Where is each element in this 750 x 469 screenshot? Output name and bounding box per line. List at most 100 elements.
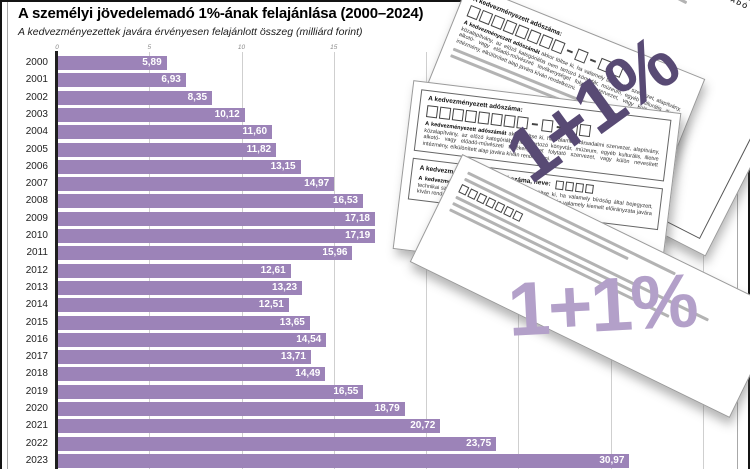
year-label: 2004 bbox=[25, 126, 48, 138]
digit-box bbox=[574, 182, 584, 193]
frame-border-top bbox=[0, 0, 750, 2]
chart-title: A személyi jövedelemadó 1%-ának felajánl… bbox=[18, 5, 424, 22]
x-axis-tick-label: 10 bbox=[237, 44, 246, 51]
bar-value-label: 17,19 bbox=[345, 230, 371, 241]
gridline bbox=[241, 52, 243, 469]
bar-value-label: 12,61 bbox=[260, 264, 286, 276]
bar: 10,12 bbox=[58, 107, 245, 122]
bar: 13,71 bbox=[58, 350, 311, 365]
gridline bbox=[333, 52, 335, 469]
bar: 20,72 bbox=[58, 419, 441, 434]
bar: 12,51 bbox=[58, 298, 289, 313]
bar-value-label: 5,89 bbox=[142, 57, 162, 68]
bar: 6,93 bbox=[58, 73, 186, 88]
bar-value-label: 13,15 bbox=[270, 160, 296, 172]
bar-value-label: 30,97 bbox=[599, 454, 625, 466]
bar-value-label: 14,49 bbox=[295, 368, 321, 380]
bar: 15,96 bbox=[58, 246, 353, 261]
bar: 14,97 bbox=[58, 177, 335, 192]
bar-value-label: 20,72 bbox=[410, 420, 436, 432]
year-label: 2002 bbox=[25, 91, 48, 103]
bar: 17,18 bbox=[58, 211, 375, 226]
gridline bbox=[702, 52, 704, 469]
bar: 11,82 bbox=[58, 142, 277, 157]
year-label: 2010 bbox=[25, 230, 48, 241]
digit-box bbox=[550, 39, 566, 55]
year-label: 2008 bbox=[25, 195, 48, 207]
year-label: 2011 bbox=[26, 247, 48, 259]
bar: 30,97 bbox=[58, 453, 630, 468]
bar: 14,49 bbox=[58, 367, 326, 382]
frame-border-right bbox=[748, 0, 750, 469]
x-axis-tick-label: 5 bbox=[147, 44, 152, 51]
year-label: 2000 bbox=[25, 57, 48, 68]
bar: 12,61 bbox=[58, 263, 291, 278]
digit-box bbox=[565, 181, 575, 192]
bar-value-label: 14,54 bbox=[296, 333, 322, 345]
bar-value-label: 10,12 bbox=[214, 108, 240, 120]
bar: 11,60 bbox=[58, 125, 273, 140]
year-label: 2017 bbox=[25, 351, 48, 363]
bar-value-label: 12,51 bbox=[258, 299, 284, 311]
bar-value-label: 13,23 bbox=[272, 281, 298, 293]
bar: 8,35 bbox=[58, 90, 213, 105]
year-label: 2016 bbox=[25, 333, 48, 345]
chart-subtitle: A kedvezményezettek javára érvényesen fe… bbox=[18, 26, 363, 38]
year-label: 2003 bbox=[25, 108, 48, 120]
bar: 18,79 bbox=[58, 402, 405, 416]
bar: 13,23 bbox=[58, 280, 303, 295]
digit-box bbox=[584, 183, 594, 194]
bar: 16,55 bbox=[58, 384, 364, 399]
digit-box bbox=[477, 111, 490, 125]
year-label: 2018 bbox=[25, 368, 48, 380]
bar-value-label: 14,97 bbox=[304, 178, 330, 190]
bar: 23,75 bbox=[58, 436, 497, 451]
year-label: 2013 bbox=[25, 281, 48, 293]
y-axis-line bbox=[55, 51, 58, 469]
bar-value-label: 6,93 bbox=[161, 74, 181, 86]
bar-value-label: 11,60 bbox=[242, 126, 268, 138]
bar: 13,15 bbox=[58, 159, 301, 174]
frame-border-left bbox=[0, 0, 2, 469]
bar-value-label: 18,79 bbox=[374, 403, 400, 414]
bar: 17,19 bbox=[58, 229, 376, 243]
bar-value-label: 17,18 bbox=[344, 212, 370, 224]
year-label: 2015 bbox=[25, 316, 48, 328]
year-label: 2019 bbox=[25, 385, 48, 397]
bar: 5,89 bbox=[58, 56, 167, 70]
digit-box bbox=[425, 105, 439, 119]
bar-value-label: 23,75 bbox=[466, 437, 492, 449]
bar-value-label: 16,55 bbox=[333, 385, 359, 397]
x-axis-tick-label: 0 bbox=[55, 44, 59, 51]
gridline bbox=[149, 52, 151, 469]
year-label: 2020 bbox=[25, 403, 48, 414]
inner-border-right bbox=[737, 0, 738, 469]
year-label: 2005 bbox=[25, 143, 48, 155]
digit-box bbox=[464, 109, 478, 124]
year-label: 2012 bbox=[25, 264, 48, 276]
year-label: 2007 bbox=[25, 178, 48, 190]
year-label: 2022 bbox=[25, 437, 48, 449]
bar-value-label: 13,71 bbox=[280, 351, 306, 363]
x-axis-tick-label: 15 bbox=[330, 44, 338, 51]
bar: 14,54 bbox=[58, 332, 327, 347]
year-label: 2021 bbox=[25, 420, 48, 432]
digit-box bbox=[438, 106, 452, 120]
bar: 13,65 bbox=[58, 315, 310, 330]
bar-value-label: 16,53 bbox=[332, 195, 358, 207]
inner-border-left bbox=[7, 0, 8, 469]
year-label: 2014 bbox=[25, 299, 48, 311]
digit-box bbox=[451, 108, 465, 122]
bar: 16,53 bbox=[58, 194, 363, 209]
year-label: 2001 bbox=[25, 74, 48, 86]
box-dash bbox=[566, 49, 573, 54]
bar-value-label: 15,96 bbox=[322, 247, 348, 259]
year-label: 2006 bbox=[25, 160, 48, 172]
year-label: 2023 bbox=[25, 454, 48, 466]
year-label: 2009 bbox=[25, 212, 48, 224]
bar-value-label: 13,65 bbox=[279, 316, 305, 328]
bar-value-label: 8,35 bbox=[187, 91, 208, 103]
one-plus-one-percent-light: 1+1% bbox=[505, 258, 699, 353]
bar-value-label: 11,82 bbox=[246, 143, 272, 155]
